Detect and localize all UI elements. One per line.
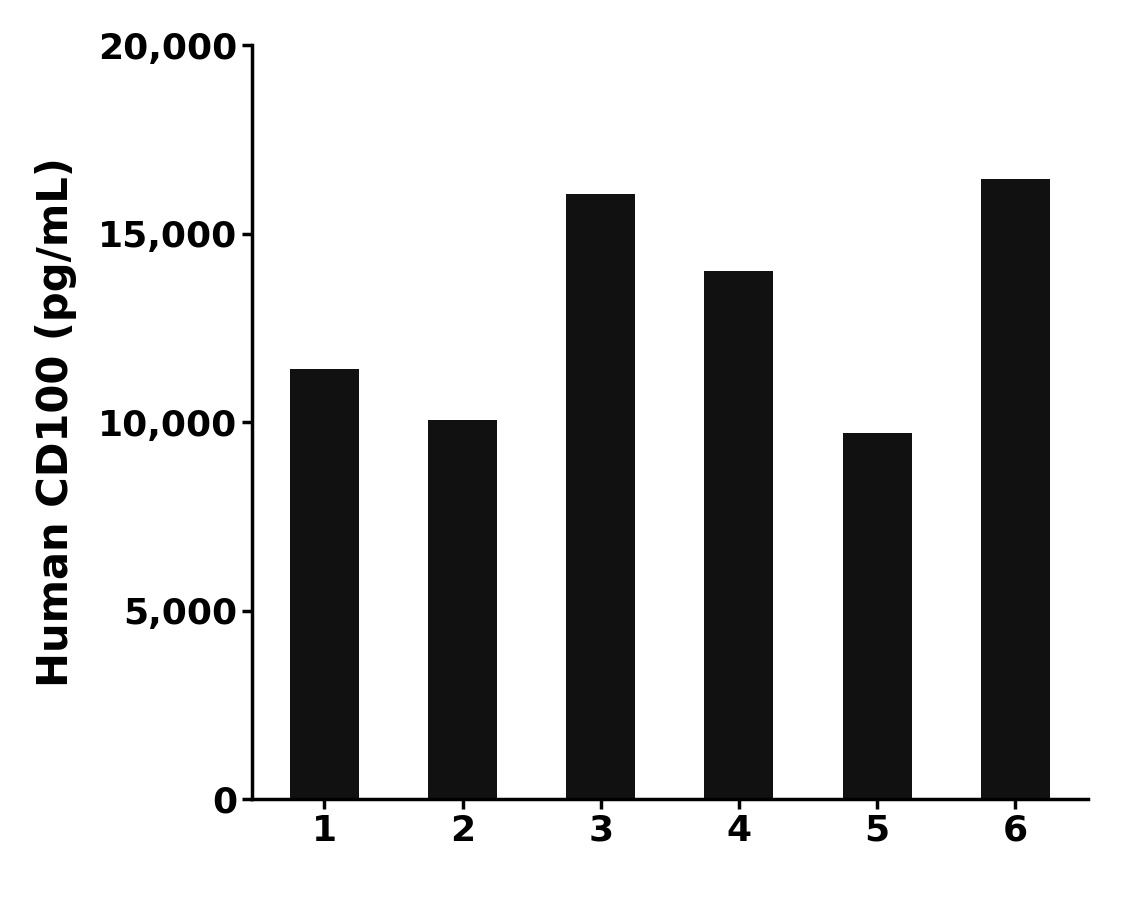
Bar xyxy=(428,420,497,799)
Bar xyxy=(980,179,1050,799)
Bar xyxy=(704,271,773,799)
Y-axis label: Human CD100 (pg/mL): Human CD100 (pg/mL) xyxy=(35,157,77,687)
Bar xyxy=(843,433,911,799)
Bar xyxy=(290,370,360,799)
Bar xyxy=(567,194,635,799)
